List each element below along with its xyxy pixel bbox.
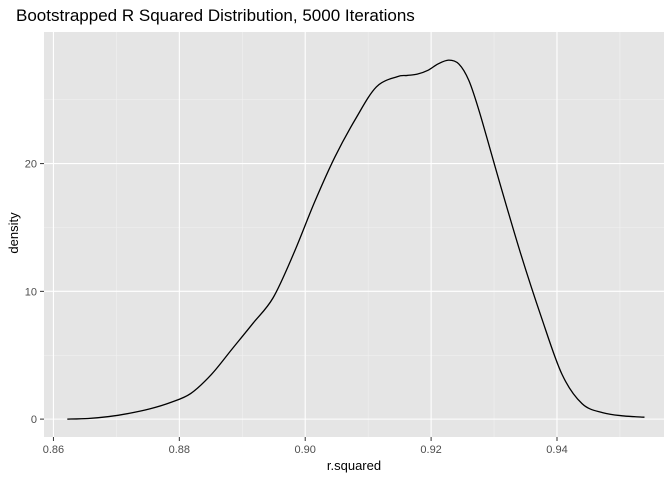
x-tick-label: 0.88 (169, 444, 190, 456)
x-tick-label: 0.92 (420, 444, 441, 456)
y-tick-label: 0 (31, 414, 37, 426)
chart-title: Bootstrapped R Squared Distribution, 500… (16, 6, 415, 25)
x-axis-title: r.squared (327, 458, 381, 473)
x-tick-label: 0.86 (43, 444, 64, 456)
series-layer (67, 59, 645, 420)
grid-layer (44, 32, 664, 437)
y-tick-label: 20 (25, 159, 37, 171)
y-axis-title: density (6, 212, 21, 254)
x-tick-label: 0.94 (546, 444, 567, 456)
x-tick-label: 0.90 (295, 444, 316, 456)
ticks-layer: 0.86 0.88 0.90 0.92 0.94 0 10 20 (25, 159, 568, 456)
y-tick-label: 10 (25, 286, 37, 298)
panel-background (44, 32, 664, 437)
density-curve (67, 59, 645, 420)
